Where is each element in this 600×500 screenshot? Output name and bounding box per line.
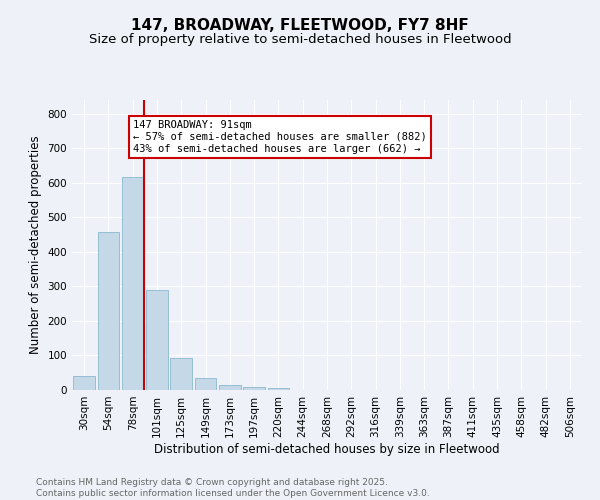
Y-axis label: Number of semi-detached properties: Number of semi-detached properties: [29, 136, 42, 354]
Bar: [146, 290, 168, 390]
Bar: [122, 176, 143, 390]
Bar: [73, 376, 95, 390]
Bar: [97, 232, 119, 390]
Text: Size of property relative to semi-detached houses in Fleetwood: Size of property relative to semi-detach…: [89, 32, 511, 46]
Bar: [219, 385, 241, 390]
Bar: [243, 387, 265, 390]
Bar: [170, 358, 192, 390]
Text: 147, BROADWAY, FLEETWOOD, FY7 8HF: 147, BROADWAY, FLEETWOOD, FY7 8HF: [131, 18, 469, 32]
Text: 147 BROADWAY: 91sqm
← 57% of semi-detached houses are smaller (882)
43% of semi-: 147 BROADWAY: 91sqm ← 57% of semi-detach…: [133, 120, 427, 154]
Text: Contains HM Land Registry data © Crown copyright and database right 2025.
Contai: Contains HM Land Registry data © Crown c…: [36, 478, 430, 498]
X-axis label: Distribution of semi-detached houses by size in Fleetwood: Distribution of semi-detached houses by …: [154, 442, 500, 456]
Bar: [268, 388, 289, 390]
Bar: [194, 378, 217, 390]
